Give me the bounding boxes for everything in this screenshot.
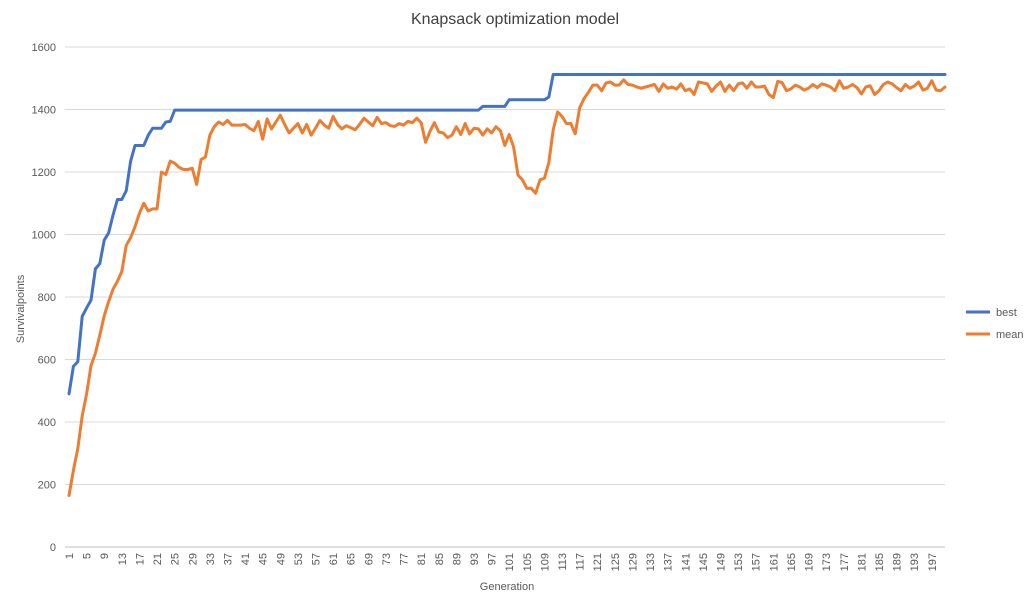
- x-tick-label: 29: [187, 553, 199, 565]
- y-tick-label: 1600: [32, 42, 56, 54]
- y-axis-tick-labels: 0 200 400 600 800 1000 1200 1400 1600: [32, 42, 56, 554]
- x-tick-label: 153: [733, 553, 745, 571]
- series-lines: [67, 73, 947, 497]
- x-tick-label: 125: [610, 553, 622, 571]
- y-tick-label: 1000: [32, 230, 56, 242]
- x-tick-label: 65: [346, 553, 358, 565]
- x-tick-label: 5: [82, 553, 94, 559]
- x-tick-label: 149: [715, 553, 727, 571]
- x-tick-label: 157: [751, 553, 763, 571]
- x-tick-label: 173: [821, 553, 833, 571]
- x-tick-label: 181: [856, 553, 868, 571]
- x-tick-label: 101: [504, 553, 516, 571]
- x-tick-label: 53: [293, 553, 305, 565]
- x-tick-label: 25: [170, 553, 182, 565]
- x-tick-label: 1: [64, 553, 76, 559]
- x-tick-label: 41: [240, 553, 252, 565]
- y-tick-label: 1200: [32, 167, 56, 179]
- x-tick-label: 89: [451, 553, 463, 565]
- x-tick-label: 13: [117, 553, 129, 565]
- y-tick-label: 600: [38, 355, 56, 367]
- x-tick-label: 121: [592, 553, 604, 571]
- legend: best mean: [966, 307, 1024, 341]
- x-tick-label: 57: [311, 553, 323, 565]
- chart-title: Knapsack optimization model: [411, 11, 619, 28]
- x-tick-label: 117: [575, 553, 587, 571]
- legend-label-best: best: [996, 307, 1017, 319]
- x-tick-label: 105: [522, 553, 534, 571]
- y-axis-title: Survivalpoints: [15, 274, 27, 343]
- x-tick-label: 145: [698, 553, 710, 571]
- x-tick-label: 133: [645, 553, 657, 571]
- x-tick-label: 97: [487, 553, 499, 565]
- x-tick-label: 81: [416, 553, 428, 565]
- x-tick-label: 137: [663, 553, 675, 571]
- y-tick-label: 400: [38, 417, 56, 429]
- x-tick-label: 129: [627, 553, 639, 571]
- x-tick-label: 197: [927, 553, 939, 571]
- x-tick-label: 85: [434, 553, 446, 565]
- x-axis-tick-labels: 1 5 9 13 17 21 25 29 33 37 41 45 49 53 57 61 65 69 73 77 81 8…: [64, 553, 939, 571]
- x-tick-label: 165: [786, 553, 798, 571]
- x-tick-label: 49: [275, 553, 287, 565]
- series-line-mean: [67, 78, 947, 497]
- x-tick-label: 169: [804, 553, 816, 571]
- x-tick-label: 93: [469, 553, 481, 565]
- x-tick-label: 61: [328, 553, 340, 565]
- y-tick-label: 800: [38, 292, 56, 304]
- legend-label-mean: mean: [996, 329, 1024, 341]
- x-tick-label: 161: [768, 553, 780, 571]
- x-tick-label: 69: [363, 553, 375, 565]
- x-tick-label: 193: [909, 553, 921, 571]
- x-tick-label: 109: [539, 553, 551, 571]
- x-tick-label: 45: [258, 553, 270, 565]
- x-tick-label: 37: [222, 553, 234, 565]
- x-tick-label: 17: [134, 553, 146, 565]
- x-tick-label: 185: [874, 553, 886, 571]
- x-tick-label: 73: [381, 553, 393, 565]
- gridlines: [65, 46, 945, 548]
- x-tick-label: 33: [205, 553, 217, 565]
- series-line-best: [67, 73, 947, 396]
- x-tick-label: 177: [839, 553, 851, 571]
- y-tick-label: 200: [38, 480, 56, 492]
- y-tick-label: 1400: [32, 105, 56, 117]
- x-tick-label: 77: [399, 553, 411, 565]
- y-tick-label: 0: [50, 542, 56, 554]
- x-tick-label: 141: [680, 553, 692, 571]
- x-tick-label: 21: [152, 553, 164, 565]
- x-axis-title: Generation: [480, 581, 534, 593]
- x-tick-label: 113: [557, 553, 569, 571]
- x-tick-label: 189: [892, 553, 904, 571]
- x-tick-label: 9: [99, 553, 111, 559]
